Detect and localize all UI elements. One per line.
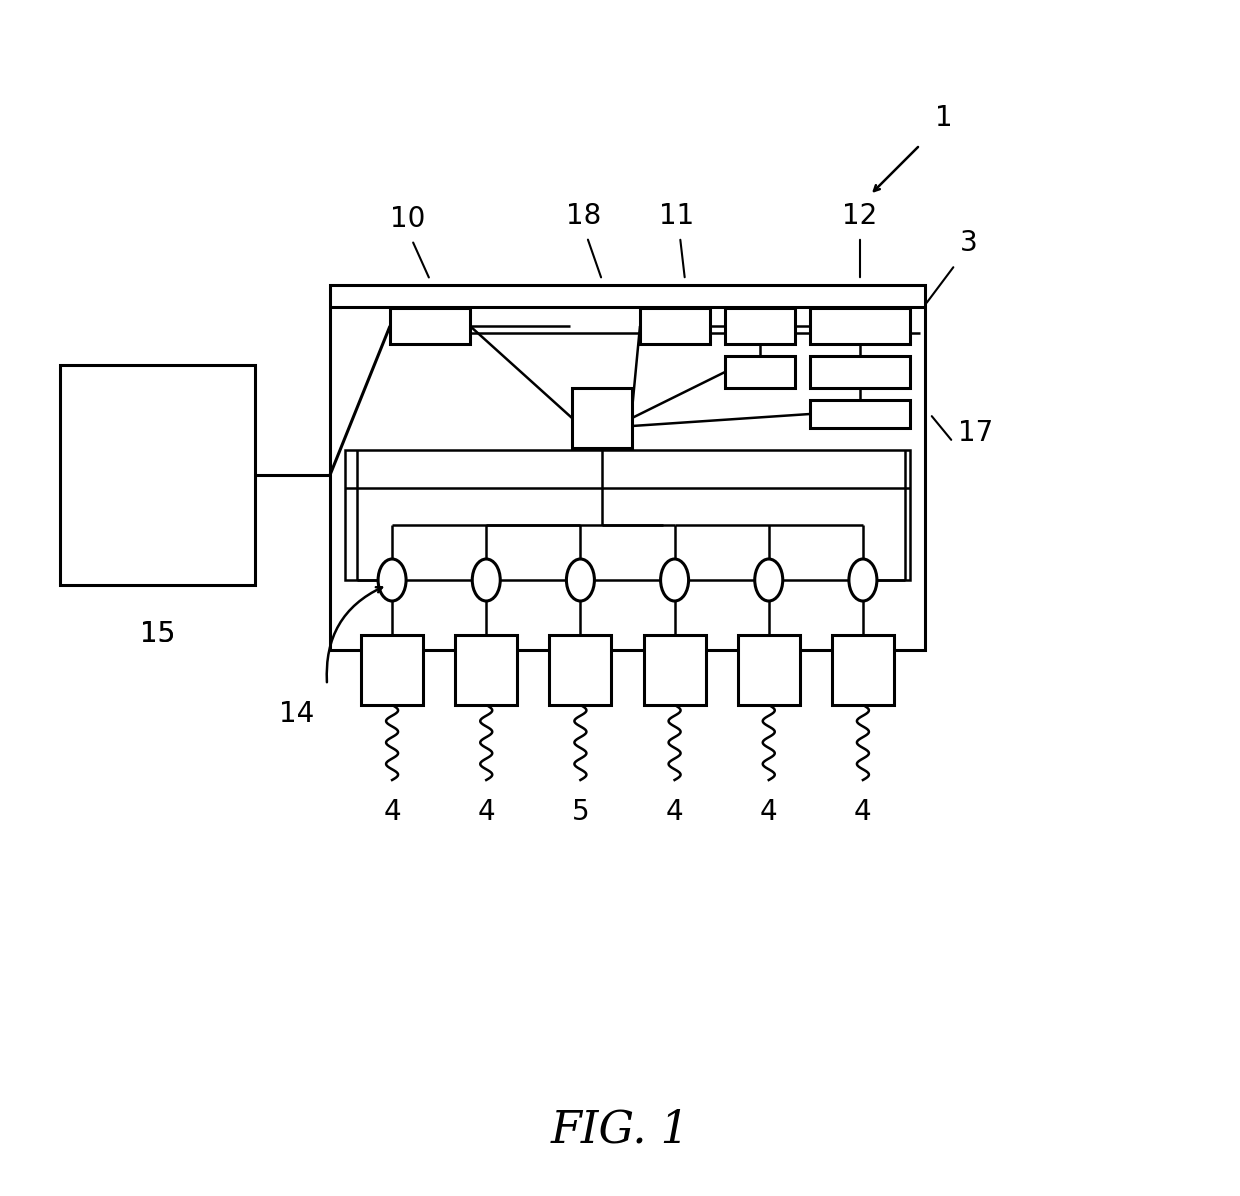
Bar [549, 635, 611, 704]
Bar [810, 309, 910, 344]
Bar [455, 635, 517, 704]
Bar [60, 365, 255, 585]
Text: 5: 5 [572, 798, 589, 826]
Ellipse shape [849, 559, 877, 602]
Text: 15: 15 [140, 620, 175, 648]
Text: 4: 4 [477, 798, 495, 826]
Bar [572, 388, 632, 448]
Text: FIG. 1: FIG. 1 [551, 1109, 689, 1152]
Text: 4: 4 [666, 798, 683, 826]
Bar [725, 356, 795, 388]
Text: 15: 15 [140, 620, 175, 648]
Bar [725, 309, 795, 344]
Text: 4: 4 [854, 798, 872, 826]
Text: 3: 3 [960, 228, 978, 257]
Text: 10: 10 [391, 205, 425, 233]
Text: 1: 1 [935, 104, 952, 132]
Ellipse shape [472, 559, 500, 602]
Bar [330, 285, 925, 649]
Bar [810, 399, 910, 428]
Bar [644, 635, 706, 704]
Text: 4: 4 [383, 798, 401, 826]
Text: 18: 18 [567, 202, 601, 230]
Ellipse shape [567, 559, 594, 602]
Ellipse shape [661, 559, 688, 602]
Bar [391, 309, 470, 344]
Bar [361, 635, 423, 704]
Ellipse shape [755, 559, 782, 602]
Ellipse shape [378, 559, 405, 602]
Text: 11: 11 [660, 202, 694, 230]
Text: 14: 14 [279, 700, 314, 728]
Text: 12: 12 [842, 202, 878, 230]
Bar [738, 635, 800, 704]
Bar [345, 450, 910, 580]
Bar [832, 635, 894, 704]
Text: 17: 17 [959, 419, 993, 447]
Bar [640, 309, 711, 344]
Text: 4: 4 [760, 798, 777, 826]
Bar [810, 356, 910, 388]
